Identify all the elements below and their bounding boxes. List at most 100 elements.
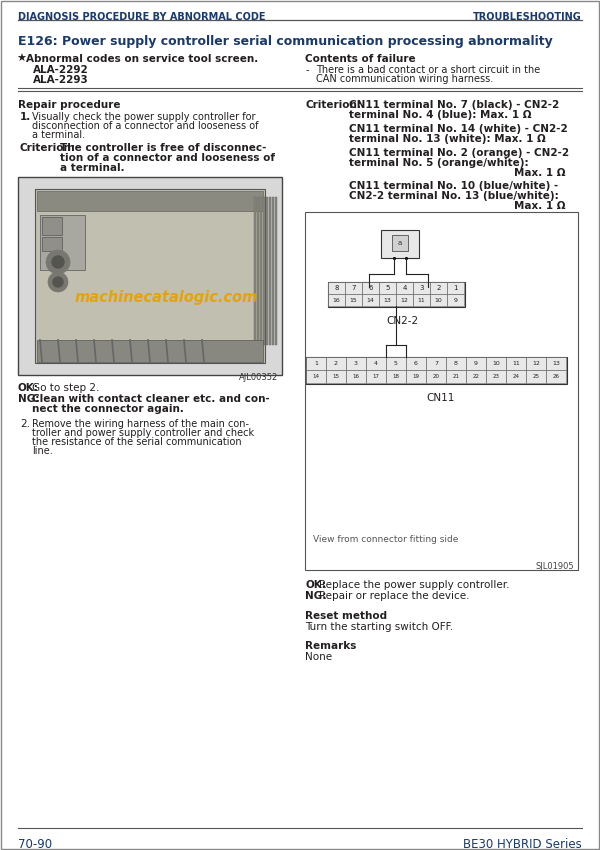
Text: 7: 7 bbox=[351, 285, 356, 291]
Text: terminal No. 5 (orange/white):: terminal No. 5 (orange/white): bbox=[349, 158, 529, 168]
Text: 24: 24 bbox=[512, 374, 520, 379]
Text: OK:: OK: bbox=[305, 580, 326, 590]
Text: 10: 10 bbox=[434, 298, 442, 303]
Text: CN11 terminal No. 2 (orange) - CN2-2: CN11 terminal No. 2 (orange) - CN2-2 bbox=[349, 148, 569, 158]
Text: terminal No. 4 (blue): Max. 1 Ω: terminal No. 4 (blue): Max. 1 Ω bbox=[349, 110, 532, 120]
Bar bbox=[366, 357, 386, 370]
Bar bbox=[406, 357, 426, 370]
Circle shape bbox=[48, 272, 68, 292]
Bar bbox=[546, 370, 566, 383]
Bar bbox=[392, 235, 408, 251]
Bar bbox=[346, 357, 366, 370]
Bar bbox=[466, 357, 486, 370]
Text: 4: 4 bbox=[374, 361, 378, 366]
Text: machinecatalogic.com: machinecatalogic.com bbox=[75, 290, 258, 305]
Text: 22: 22 bbox=[473, 374, 479, 379]
Bar bbox=[486, 370, 506, 383]
Text: 9: 9 bbox=[474, 361, 478, 366]
Bar bbox=[269, 197, 271, 345]
Bar bbox=[326, 370, 346, 383]
Text: 21: 21 bbox=[452, 374, 460, 379]
Text: 12: 12 bbox=[401, 298, 409, 303]
Bar bbox=[381, 230, 419, 258]
Text: OK:: OK: bbox=[18, 383, 39, 393]
Text: 1: 1 bbox=[314, 361, 318, 366]
Text: 7: 7 bbox=[434, 361, 438, 366]
Text: 6: 6 bbox=[414, 361, 418, 366]
Bar bbox=[506, 357, 526, 370]
Bar bbox=[42, 237, 62, 251]
Text: 5: 5 bbox=[385, 285, 389, 291]
Bar bbox=[305, 212, 578, 570]
Bar bbox=[447, 294, 464, 306]
Bar bbox=[257, 197, 259, 345]
Bar bbox=[426, 357, 446, 370]
Circle shape bbox=[52, 256, 64, 268]
Bar bbox=[546, 357, 566, 370]
Bar bbox=[362, 282, 379, 294]
Text: DIAGNOSIS PROCEDURE BY ABNORMAL CODE: DIAGNOSIS PROCEDURE BY ABNORMAL CODE bbox=[18, 12, 265, 22]
Bar bbox=[37, 191, 263, 211]
Bar bbox=[396, 282, 413, 294]
Text: 6: 6 bbox=[368, 285, 373, 291]
Text: Criterion:: Criterion: bbox=[20, 143, 76, 153]
Bar bbox=[328, 294, 345, 306]
Text: disconnection of a connector and looseness of: disconnection of a connector and loosene… bbox=[32, 121, 259, 131]
Bar bbox=[306, 357, 567, 384]
Text: 8: 8 bbox=[454, 361, 458, 366]
Text: 2: 2 bbox=[334, 361, 338, 366]
Text: Go to step 2.: Go to step 2. bbox=[32, 383, 100, 393]
Bar bbox=[430, 294, 447, 306]
Text: 1: 1 bbox=[453, 285, 458, 291]
Text: a: a bbox=[398, 240, 402, 246]
Text: ★: ★ bbox=[16, 54, 26, 64]
Text: There is a bad contact or a short circuit in the: There is a bad contact or a short circui… bbox=[316, 65, 540, 75]
Text: nect the connector again.: nect the connector again. bbox=[32, 404, 184, 414]
Text: CN11 terminal No. 10 (blue/white) -: CN11 terminal No. 10 (blue/white) - bbox=[349, 181, 558, 191]
Text: 2.: 2. bbox=[20, 419, 30, 429]
Text: ALA-2292: ALA-2292 bbox=[33, 65, 89, 75]
Bar bbox=[379, 282, 396, 294]
Bar bbox=[263, 197, 265, 345]
Text: 70-90: 70-90 bbox=[18, 838, 52, 850]
Text: 26: 26 bbox=[553, 374, 560, 379]
Bar bbox=[379, 294, 396, 306]
Bar bbox=[260, 197, 262, 345]
Bar bbox=[426, 370, 446, 383]
Bar bbox=[272, 197, 274, 345]
Bar bbox=[386, 370, 406, 383]
Text: AJL00352: AJL00352 bbox=[239, 373, 278, 382]
Bar bbox=[396, 294, 413, 306]
Text: The controller is free of disconnec-: The controller is free of disconnec- bbox=[60, 143, 266, 153]
Bar bbox=[275, 197, 277, 345]
Bar bbox=[526, 370, 546, 383]
Bar bbox=[446, 357, 466, 370]
Bar bbox=[40, 215, 85, 270]
Text: SJL01905: SJL01905 bbox=[535, 562, 574, 571]
Bar bbox=[506, 370, 526, 383]
Text: Remove the wiring harness of the main con-: Remove the wiring harness of the main co… bbox=[32, 419, 249, 429]
Text: Turn the starting switch OFF.: Turn the starting switch OFF. bbox=[305, 622, 453, 632]
Text: Abnormal codes on service tool screen.: Abnormal codes on service tool screen. bbox=[26, 54, 258, 64]
Bar bbox=[326, 357, 346, 370]
Text: NG:: NG: bbox=[18, 394, 40, 404]
Text: 11: 11 bbox=[418, 298, 425, 303]
Text: Clean with contact cleaner etc. and con-: Clean with contact cleaner etc. and con- bbox=[32, 394, 270, 404]
Text: Visually check the power supply controller for: Visually check the power supply controll… bbox=[32, 112, 256, 122]
Bar bbox=[328, 282, 345, 294]
Text: Remarks: Remarks bbox=[305, 641, 356, 651]
Text: a terminal.: a terminal. bbox=[60, 163, 125, 173]
Text: 23: 23 bbox=[493, 374, 499, 379]
Bar bbox=[386, 357, 406, 370]
Text: tion of a connector and looseness of: tion of a connector and looseness of bbox=[60, 153, 275, 163]
Text: CN2-2 terminal No. 13 (blue/white):: CN2-2 terminal No. 13 (blue/white): bbox=[349, 191, 559, 201]
Text: 13: 13 bbox=[552, 361, 560, 366]
Text: Repair procedure: Repair procedure bbox=[18, 100, 121, 110]
Text: Contents of failure: Contents of failure bbox=[305, 54, 416, 64]
Text: None: None bbox=[305, 652, 332, 662]
Text: troller and power supply controller and check: troller and power supply controller and … bbox=[32, 428, 254, 438]
Text: 15: 15 bbox=[332, 374, 340, 379]
Text: Criterion:: Criterion: bbox=[305, 100, 361, 110]
Text: CN2-2: CN2-2 bbox=[386, 316, 418, 326]
Text: 9: 9 bbox=[454, 298, 458, 303]
